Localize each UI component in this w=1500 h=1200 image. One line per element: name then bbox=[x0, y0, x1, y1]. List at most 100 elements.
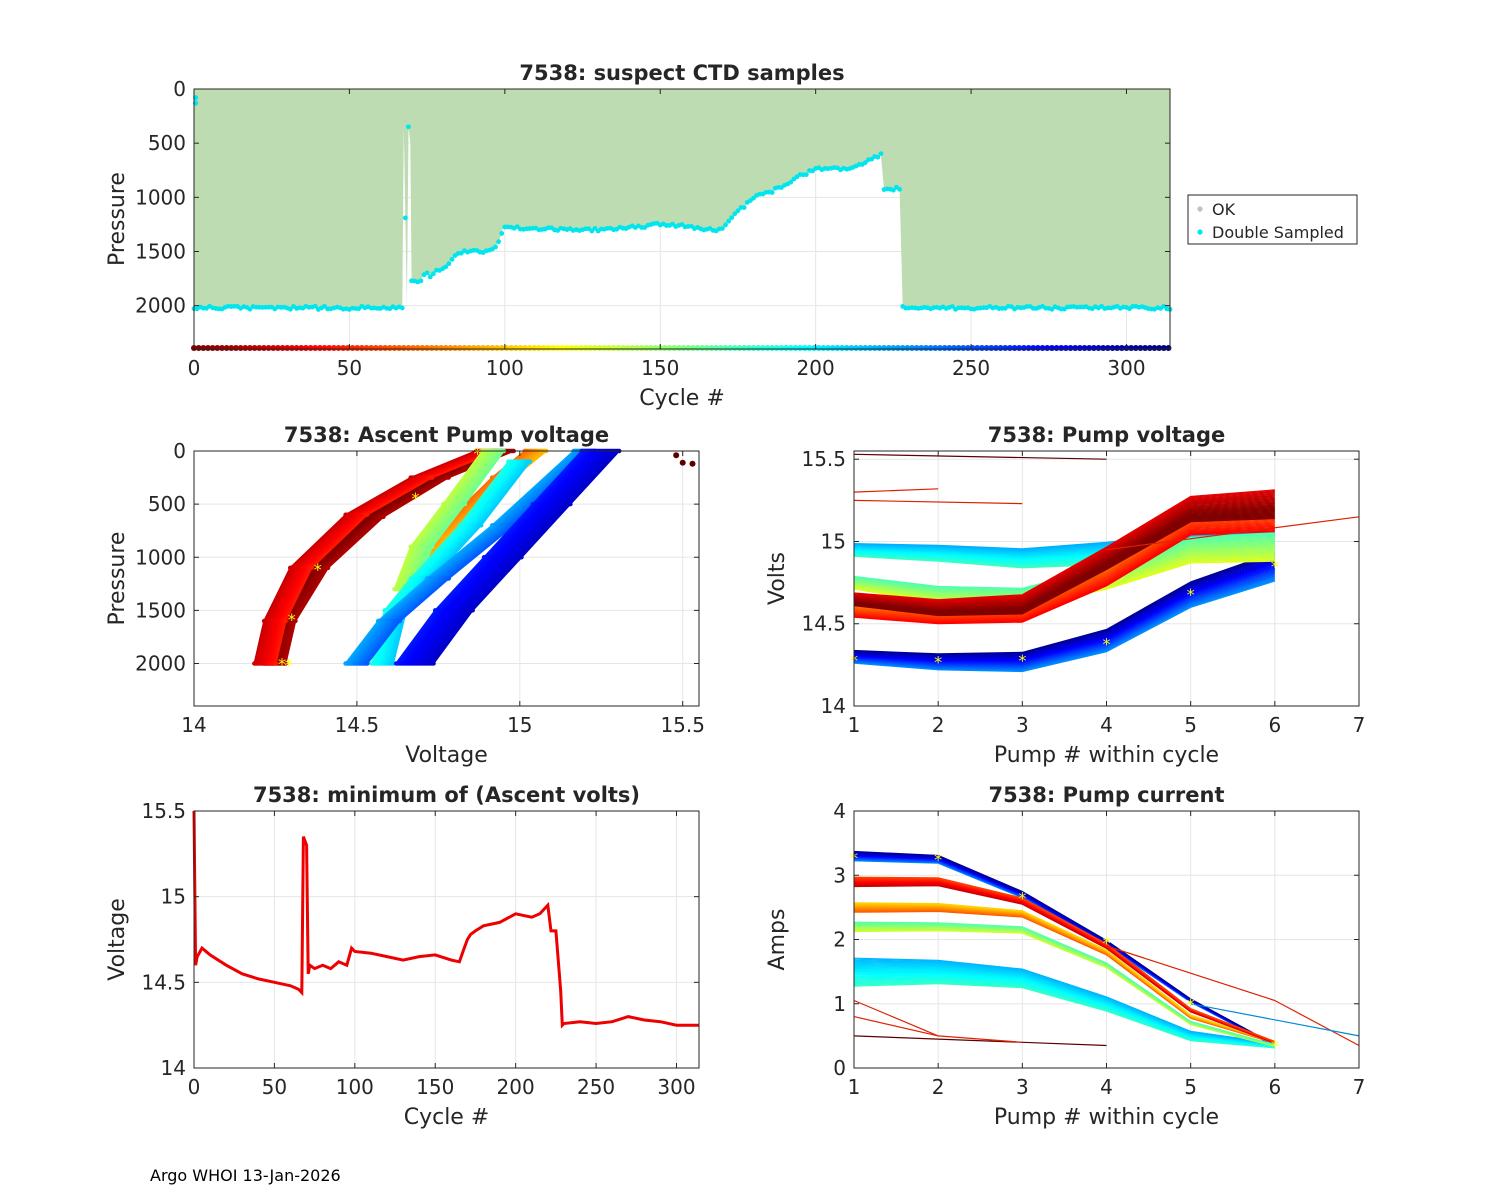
reference-star: * bbox=[284, 656, 292, 675]
chart-title: 7538: Pump current bbox=[988, 783, 1224, 807]
x-tick-label: 200 bbox=[797, 356, 835, 380]
x-tick-label: 15.5 bbox=[660, 713, 705, 737]
double-sampled-point bbox=[732, 211, 738, 217]
legend: OK Double Sampled bbox=[1187, 194, 1358, 245]
pump-current-line bbox=[853, 902, 1275, 1043]
reference-star: * bbox=[288, 610, 296, 629]
ascent-profile-line bbox=[401, 450, 491, 590]
ascent-profile-line bbox=[402, 450, 493, 590]
pump-voltage-line bbox=[853, 499, 1023, 505]
y-tick-label: 3 bbox=[833, 863, 846, 887]
ascent-sample-point bbox=[430, 544, 435, 549]
reference-star: * bbox=[1018, 651, 1026, 670]
ascent-profile-line bbox=[284, 450, 515, 664]
x-tick-label: 6 bbox=[1268, 1075, 1281, 1099]
reference-star: * bbox=[473, 444, 481, 463]
x-tick-label: 2 bbox=[932, 713, 945, 737]
y-tick-label: 0 bbox=[833, 1056, 846, 1080]
axes-box bbox=[193, 88, 1171, 350]
y-axis-label: Pressure bbox=[105, 532, 130, 626]
double-sampled-point bbox=[427, 274, 433, 280]
pump-current-line bbox=[853, 876, 1276, 1043]
x-tick-label: 2 bbox=[932, 1075, 945, 1099]
x-axis-label: Pump # within cycle bbox=[994, 1105, 1219, 1130]
y-tick-label: 14 bbox=[161, 1056, 186, 1080]
ascent-sample-point bbox=[365, 661, 370, 666]
double-sampled-point bbox=[496, 239, 502, 245]
x-tick-label: 4 bbox=[1100, 713, 1113, 737]
x-tick-label: 250 bbox=[952, 356, 990, 380]
axes-box bbox=[193, 450, 700, 707]
y-tick-label: 15 bbox=[821, 529, 846, 553]
ascent-sample-point bbox=[470, 608, 475, 613]
chart-ctd: 0 50 100 150 200 250 300 0 500 1000 1500 2000 7538: … bbox=[105, 61, 1173, 411]
x-tick-label: 15 bbox=[507, 713, 532, 737]
double-sampled-point bbox=[875, 154, 881, 160]
series-bundle bbox=[853, 957, 1275, 1049]
ascent-sample-point bbox=[446, 576, 452, 581]
y-tick-label: 1500 bbox=[135, 240, 186, 264]
chart-title: 7538: Pump voltage bbox=[988, 423, 1226, 447]
ascent-profile-line bbox=[408, 450, 498, 590]
series-bundle bbox=[853, 489, 1275, 617]
ascent-sample-point bbox=[478, 523, 484, 528]
pump-voltage-line bbox=[853, 489, 1275, 601]
double-sampled-point bbox=[418, 278, 424, 284]
double-sampled-point bbox=[592, 225, 598, 231]
ascent-sample-point bbox=[519, 555, 524, 560]
legend-label: OK bbox=[1212, 200, 1236, 219]
y-tick-label: 1500 bbox=[135, 598, 186, 622]
x-tick-label: 50 bbox=[337, 356, 362, 380]
double-sampled-point bbox=[803, 172, 809, 177]
double-sampled-point bbox=[446, 261, 452, 267]
double-sampled-point bbox=[430, 271, 436, 277]
outlier-point bbox=[689, 460, 696, 467]
x-tick-label: 150 bbox=[641, 356, 679, 380]
chart-ascent: ******14 14.5 15 15.505001000150020007538: … bbox=[105, 423, 705, 768]
x-axis-label: Cycle # bbox=[639, 386, 725, 411]
x-tick-label: 100 bbox=[486, 356, 524, 380]
y-tick-label: 14.5 bbox=[801, 612, 846, 636]
series-bundle bbox=[392, 448, 507, 592]
series-bundle bbox=[853, 902, 1275, 1044]
ascent-sample-point bbox=[430, 475, 435, 480]
reference-star: * bbox=[278, 655, 286, 674]
y-tick-label: 1000 bbox=[135, 545, 186, 569]
double-sampled-point bbox=[399, 305, 405, 311]
double-sampled-point bbox=[247, 306, 253, 312]
chart-title: 7538: minimum of (Ascent volts) bbox=[253, 783, 640, 807]
y-tick-label: 500 bbox=[148, 492, 186, 516]
pump-current-line bbox=[853, 921, 1275, 1046]
y-tick-label: 500 bbox=[148, 131, 186, 155]
pump-current-line bbox=[853, 999, 939, 1037]
chart-minv: 0 50 100 150 200 250 300 14 14.5 15 15.5 7538: mini… bbox=[105, 783, 700, 1130]
ascent-sample-point bbox=[293, 618, 298, 624]
double-sampled-point bbox=[443, 264, 449, 270]
y-tick-label: 2 bbox=[833, 928, 846, 952]
chart-title: 7538: Ascent Pump voltage bbox=[284, 423, 609, 447]
reference-star: * bbox=[1187, 995, 1195, 1014]
y-tick-label: 2000 bbox=[135, 652, 186, 676]
chart-title: 7538: suspect CTD samples bbox=[519, 61, 844, 85]
outlier-point bbox=[679, 459, 686, 466]
double-sampled-point bbox=[729, 215, 735, 221]
x-tick-label: 5 bbox=[1184, 1075, 1197, 1099]
x-tick-label: 200 bbox=[497, 1075, 535, 1099]
x-tick-label: 0 bbox=[188, 356, 201, 380]
pump-voltage-line bbox=[853, 453, 1107, 460]
y-tick-label: 0 bbox=[173, 439, 186, 463]
series-bundle bbox=[393, 448, 622, 666]
ascent-sample-point bbox=[283, 661, 288, 666]
legend-box bbox=[1187, 194, 1358, 245]
legend-marker bbox=[1197, 229, 1203, 235]
x-tick-label: 7 bbox=[1353, 1075, 1366, 1099]
pump-current-line bbox=[853, 1016, 1023, 1043]
ascent-profile-line bbox=[403, 450, 494, 590]
double-sampled-point bbox=[449, 256, 455, 262]
axes: 0 50 100 150 200 250 300 14 14.5 15 15.5 7538: mini… bbox=[105, 783, 700, 1130]
reference-star: * bbox=[314, 560, 322, 579]
y-tick-label: 1000 bbox=[135, 185, 186, 209]
y-axis-label: Amps bbox=[765, 909, 790, 971]
plot-content: ****** bbox=[252, 444, 696, 675]
